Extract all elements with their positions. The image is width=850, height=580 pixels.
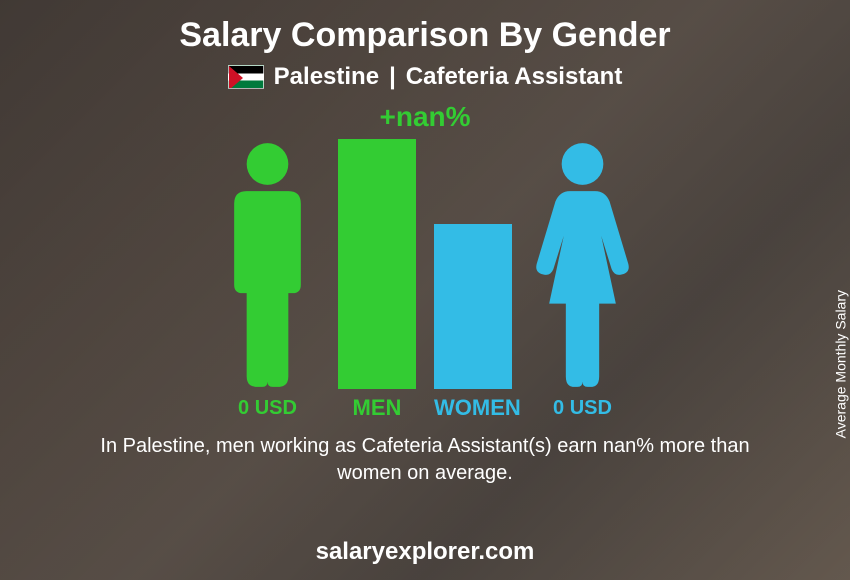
- figures-row: [215, 139, 635, 389]
- flag-icon: [228, 65, 264, 89]
- women-salary: 0 USD: [530, 397, 635, 420]
- female-figure-icon: [530, 139, 635, 389]
- country-text: Palestine: [274, 63, 379, 91]
- men-label: MEN: [338, 395, 416, 421]
- men-salary: 0 USD: [215, 397, 320, 420]
- subtitle-row: Palestine | Cafeteria Assistant: [0, 63, 850, 91]
- chart-area: +nan% 0 USD MEN WOMEN 0 USD: [0, 97, 850, 427]
- women-bar: [434, 224, 512, 389]
- women-label: WOMEN: [434, 395, 512, 421]
- job-text: Cafeteria Assistant: [406, 63, 623, 91]
- male-figure-icon: [215, 139, 320, 389]
- y-axis-label: Average Monthly Salary: [832, 290, 848, 438]
- men-bar: [338, 139, 416, 389]
- description-text: In Palestine, men working as Cafeteria A…: [0, 427, 850, 487]
- page-title: Salary Comparison By Gender: [0, 0, 850, 55]
- labels-row: 0 USD MEN WOMEN 0 USD: [215, 395, 635, 421]
- difference-label: +nan%: [379, 101, 470, 133]
- footer-site: salaryexplorer.com: [0, 538, 850, 566]
- separator: |: [389, 63, 396, 91]
